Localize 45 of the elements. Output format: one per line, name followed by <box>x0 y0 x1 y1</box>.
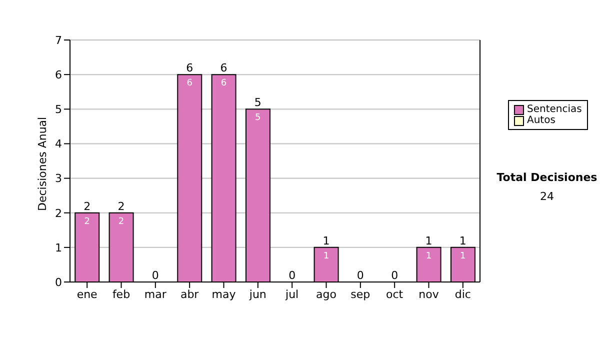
data-label: 1 <box>323 251 330 262</box>
total-label: 1 <box>425 234 432 248</box>
total-label: 0 <box>288 269 296 282</box>
x-tick-label: ago <box>316 288 337 301</box>
x-tick-label: nov <box>418 288 440 301</box>
data-label: 6 <box>220 78 227 89</box>
y-tick-label: 4 <box>55 138 62 151</box>
y-tick-label: 7 <box>55 34 62 47</box>
text: Total Decisiones <box>496 171 598 184</box>
x-tick-label: sep <box>350 288 370 301</box>
legend-label: Autos <box>527 115 556 126</box>
y-axis-title: Decisiones Anual <box>36 116 49 211</box>
legend-label: Sentencias <box>527 104 582 115</box>
total-label: 1 <box>322 234 330 248</box>
total-label: 0 <box>356 269 364 282</box>
data-label: 2 <box>84 216 90 227</box>
total-label: 2 <box>118 200 125 213</box>
total-label: 2 <box>84 200 91 213</box>
data-label: 6 <box>186 78 193 89</box>
y-tick-label: 3 <box>55 172 62 186</box>
x-tick-label: ene <box>76 288 98 301</box>
total-label: 6 <box>186 62 194 75</box>
total-label: 0 <box>152 269 159 282</box>
data-label: 1 <box>426 251 432 262</box>
x-tick-label: jul <box>284 288 299 301</box>
x-tick-label: jun <box>248 288 266 301</box>
total-label: 0 <box>391 269 398 282</box>
total-label: 1 <box>459 234 466 248</box>
total-label: 5 <box>254 96 262 110</box>
data-label: 1 <box>460 251 466 262</box>
text: 24 <box>539 190 555 203</box>
x-tick-label: feb <box>112 288 130 301</box>
data-label: 2 <box>118 216 124 227</box>
x-tick-label: may <box>212 288 236 301</box>
y-tick-label: 0 <box>55 276 62 289</box>
y-tick-label: 2 <box>55 206 62 220</box>
x-tick-label: oct <box>386 288 404 301</box>
y-tick-label: 6 <box>55 68 62 82</box>
y-tick-label: 5 <box>55 103 62 116</box>
total-label: 6 <box>220 62 228 75</box>
y-tick-label: 1 <box>55 241 62 254</box>
x-tick-label: mar <box>144 288 167 301</box>
x-tick-label: dic <box>454 288 471 301</box>
x-tick-label: abr <box>180 288 200 301</box>
data-label: 5 <box>255 113 261 124</box>
